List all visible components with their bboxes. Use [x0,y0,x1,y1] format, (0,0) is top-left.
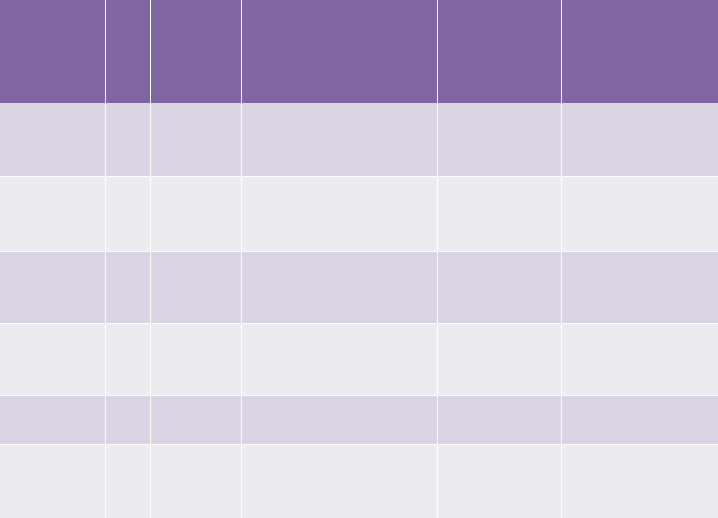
table-header-cell [437,0,562,103]
table-cell [241,176,438,252]
table-cell [241,103,438,177]
table-cell [150,251,242,325]
table-header-cell [241,0,438,103]
table-row [0,323,718,397]
table-cell [105,395,151,446]
table-cell [150,323,242,397]
table-cell [0,251,106,325]
table-row [0,176,718,252]
table-cell [105,444,151,518]
table-header-cell [561,0,718,103]
table-cell [561,103,718,177]
table-cell [150,103,242,177]
table-cell [0,103,106,177]
table-cell [437,395,562,446]
table-cell [105,103,151,177]
table-row [0,251,718,325]
table-row [0,444,718,518]
table-cell [0,176,106,252]
table-cell [150,395,242,446]
table-cell [561,176,718,252]
table-cell [437,103,562,177]
table-cell [561,251,718,325]
table-cell [241,444,438,518]
table-cell [105,251,151,325]
table-cell [150,444,242,518]
table-cell [241,251,438,325]
table-cell [105,323,151,397]
table-cell [561,395,718,446]
table-row [0,103,718,177]
table-cell [437,176,562,252]
table-cell [561,444,718,518]
table-cell [150,176,242,252]
table-cell [0,395,106,446]
table-cell [437,444,562,518]
table-row [0,395,718,446]
table-header-cell [105,0,151,103]
table-header-cell [0,0,106,103]
table-cell [437,323,562,397]
table-cell [105,176,151,252]
table-cell [0,444,106,518]
table-header-cell [150,0,242,103]
table-cell [437,251,562,325]
table-cell [0,323,106,397]
table-cell [241,323,438,397]
table-cell [241,395,438,446]
table-cell [561,323,718,397]
table-header-row [0,0,718,103]
